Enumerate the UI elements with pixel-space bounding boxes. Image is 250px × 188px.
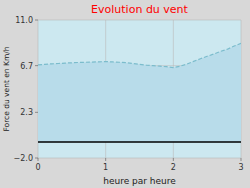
- background: [0, 0, 250, 188]
- x-tick-label: 1: [103, 163, 108, 172]
- y-tick: [35, 20, 38, 21]
- y-tick: [35, 112, 38, 113]
- y-axis-label: Force du vent en Km/h: [2, 46, 11, 131]
- grid: [38, 20, 241, 158]
- x-tick-label: 2: [171, 163, 176, 172]
- x-tick: [173, 158, 174, 161]
- baseline: [38, 141, 241, 143]
- plot-area: [38, 43, 241, 142]
- title: Evolution du vent: [91, 3, 188, 16]
- y-tick: [35, 65, 38, 66]
- x-tick-label: 3: [238, 163, 243, 172]
- x-tick: [105, 158, 106, 161]
- y-tick-label: −2.0: [14, 154, 33, 163]
- x-tick: [38, 158, 39, 161]
- y-tick-label: 6.7: [20, 62, 33, 71]
- y-tick: [35, 158, 38, 159]
- y-tick-label: 2.3: [20, 108, 33, 117]
- axes: 0 1 2 3 −2.0 2.3 6.7 11.0: [14, 16, 244, 172]
- x-tick: [241, 158, 242, 161]
- x-tick-label: 0: [35, 163, 40, 172]
- plot-background: [38, 20, 241, 158]
- area-fill: [38, 43, 241, 142]
- chart: 0 1 2 3 −2.0 2.3 6.7 11.0 Evolution du vent heure…: [0, 0, 250, 188]
- grid-line: [38, 158, 241, 159]
- line: [38, 43, 241, 67]
- x-axis-label: heure par heure: [103, 176, 176, 186]
- y-tick-label: 11.0: [15, 16, 33, 25]
- grid-line: [38, 20, 241, 21]
